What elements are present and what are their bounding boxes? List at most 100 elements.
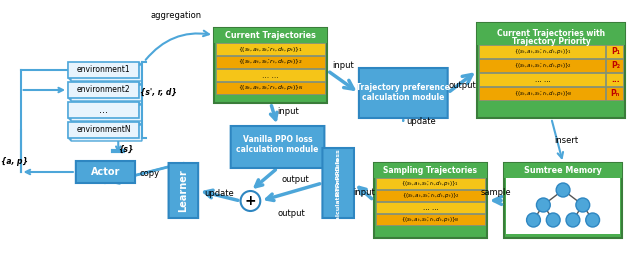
Text: Vanilla PPO loss: Vanilla PPO loss: [243, 135, 312, 144]
Bar: [376, 190, 485, 201]
Text: P₁: P₁: [611, 47, 620, 56]
FancyBboxPatch shape: [230, 126, 324, 168]
Text: update: update: [406, 117, 436, 126]
Bar: [607, 59, 623, 72]
Circle shape: [527, 213, 540, 227]
Bar: [506, 178, 620, 234]
Text: PTR-PPO loss: PTR-PPO loss: [336, 150, 340, 196]
FancyBboxPatch shape: [70, 64, 141, 80]
Text: ... ...: ... ...: [262, 70, 279, 79]
Text: Current Trajectories: Current Trajectories: [225, 31, 316, 40]
Circle shape: [566, 213, 580, 227]
Circle shape: [586, 213, 600, 227]
Text: +: +: [244, 194, 256, 208]
Text: Trajectory Priority: Trajectory Priority: [512, 37, 591, 46]
FancyBboxPatch shape: [68, 102, 139, 118]
Text: output: output: [282, 175, 309, 184]
Text: update: update: [205, 188, 234, 197]
Circle shape: [241, 191, 260, 211]
Text: $\{(s_t,a_t,s_t\',r_t,d_t,p_t)\}_1$: $\{(s_t,a_t,s_t\',r_t,d_t,p_t)\}_1$: [515, 47, 572, 56]
Text: $\{(s_t,a_t,s_t\',r_t,d_t,p_t)\}_N$: $\{(s_t,a_t,s_t\',r_t,d_t,p_t)\}_N$: [237, 84, 304, 93]
Text: $\{(s_t,a_t,s_t\',r_t,d_t,p_t)\}_2$: $\{(s_t,a_t,s_t\',r_t,d_t,p_t)\}_2$: [401, 191, 460, 200]
Text: {s', r, d}: {s', r, d}: [140, 88, 177, 96]
Text: Current Trajectories with: Current Trajectories with: [497, 29, 605, 38]
Text: insert: insert: [554, 136, 578, 145]
FancyBboxPatch shape: [168, 163, 198, 218]
Text: {s}: {s}: [118, 145, 134, 154]
Text: input: input: [332, 61, 354, 70]
Bar: [607, 87, 623, 100]
Text: $\{(s_t,a_t,s_t\',r_t,d_t,p_t)\}_2$: $\{(s_t,a_t,s_t\',r_t,d_t,p_t)\}_2$: [238, 58, 303, 67]
FancyBboxPatch shape: [69, 103, 140, 119]
Bar: [376, 178, 485, 189]
Text: input: input: [278, 106, 300, 115]
Text: $\{(s_t,a_t,s_t\',r_t,d_t,p_t)\}_1$: $\{(s_t,a_t,s_t\',r_t,d_t,p_t)\}_1$: [401, 179, 460, 188]
Text: ... ...: ... ...: [422, 204, 438, 210]
Bar: [479, 59, 605, 72]
Text: calculation module: calculation module: [362, 93, 445, 102]
Text: $\{(s_t,a_t,s_t\',r_t,d_t,p_t)\}_N$: $\{(s_t,a_t,s_t\',r_t,d_t,p_t)\}_N$: [401, 215, 460, 224]
FancyBboxPatch shape: [71, 65, 142, 81]
Text: copy: copy: [140, 168, 159, 177]
Text: $\{(s_t,a_t,s_t\',r_t,d_t,p_t)\}_N$: $\{(s_t,a_t,s_t\',r_t,d_t,p_t)\}_N$: [514, 89, 573, 98]
FancyBboxPatch shape: [70, 124, 141, 140]
Text: ... ...: ... ...: [536, 76, 551, 82]
FancyBboxPatch shape: [71, 125, 142, 141]
Bar: [374, 163, 487, 178]
FancyBboxPatch shape: [71, 85, 142, 101]
FancyBboxPatch shape: [71, 105, 142, 121]
FancyBboxPatch shape: [68, 122, 139, 138]
FancyBboxPatch shape: [70, 104, 141, 120]
Text: $\{(s_t,a_t,s_t\',r_t,d_t,p_t)\}_2$: $\{(s_t,a_t,s_t\',r_t,d_t,p_t)\}_2$: [515, 61, 572, 70]
Text: environment1: environment1: [77, 66, 131, 75]
Text: aggregation: aggregation: [151, 10, 202, 19]
Bar: [376, 214, 485, 225]
Text: input: input: [353, 188, 374, 197]
Bar: [216, 56, 325, 68]
Bar: [216, 69, 325, 81]
Bar: [216, 82, 325, 94]
Bar: [479, 45, 605, 58]
FancyBboxPatch shape: [69, 123, 140, 139]
Bar: [477, 23, 625, 45]
Bar: [374, 163, 487, 238]
Text: calculation module: calculation module: [236, 144, 319, 153]
Text: Pₙ: Pₙ: [611, 89, 620, 98]
FancyBboxPatch shape: [359, 68, 447, 118]
Text: $\{(s_t,a_t,s_t\',r_t,d_t,p_t)\}_1$: $\{(s_t,a_t,s_t\',r_t,d_t,p_t)\}_1$: [238, 44, 303, 54]
FancyBboxPatch shape: [69, 83, 140, 99]
Bar: [477, 23, 625, 118]
FancyBboxPatch shape: [68, 62, 139, 78]
Circle shape: [547, 213, 560, 227]
FancyBboxPatch shape: [68, 82, 139, 98]
Bar: [479, 73, 605, 86]
Text: ...: ...: [611, 75, 620, 84]
Bar: [376, 202, 485, 213]
Text: Learner: Learner: [179, 169, 188, 212]
Circle shape: [536, 198, 550, 212]
FancyBboxPatch shape: [70, 84, 141, 100]
Text: ...: ...: [99, 105, 108, 115]
Text: Sumtree Memory: Sumtree Memory: [524, 166, 602, 175]
Bar: [214, 28, 327, 43]
Text: Sampling Trajectories: Sampling Trajectories: [383, 166, 477, 175]
FancyBboxPatch shape: [323, 148, 354, 218]
Text: environment2: environment2: [77, 85, 131, 94]
Text: Actor: Actor: [91, 167, 120, 177]
Bar: [216, 43, 325, 55]
Text: output: output: [449, 81, 476, 90]
Circle shape: [556, 183, 570, 197]
Text: environmentN: environmentN: [76, 126, 131, 135]
Circle shape: [576, 198, 589, 212]
Text: {a, p}: {a, p}: [1, 158, 28, 167]
FancyBboxPatch shape: [69, 63, 140, 79]
Text: Trajectory preference: Trajectory preference: [356, 84, 450, 93]
Text: sample: sample: [480, 188, 511, 197]
FancyBboxPatch shape: [76, 161, 135, 183]
Text: output: output: [278, 209, 305, 218]
Text: P₂: P₂: [611, 61, 620, 70]
Bar: [607, 73, 623, 86]
Bar: [214, 28, 327, 103]
Bar: [607, 45, 623, 58]
Text: calculation module: calculation module: [336, 158, 340, 224]
